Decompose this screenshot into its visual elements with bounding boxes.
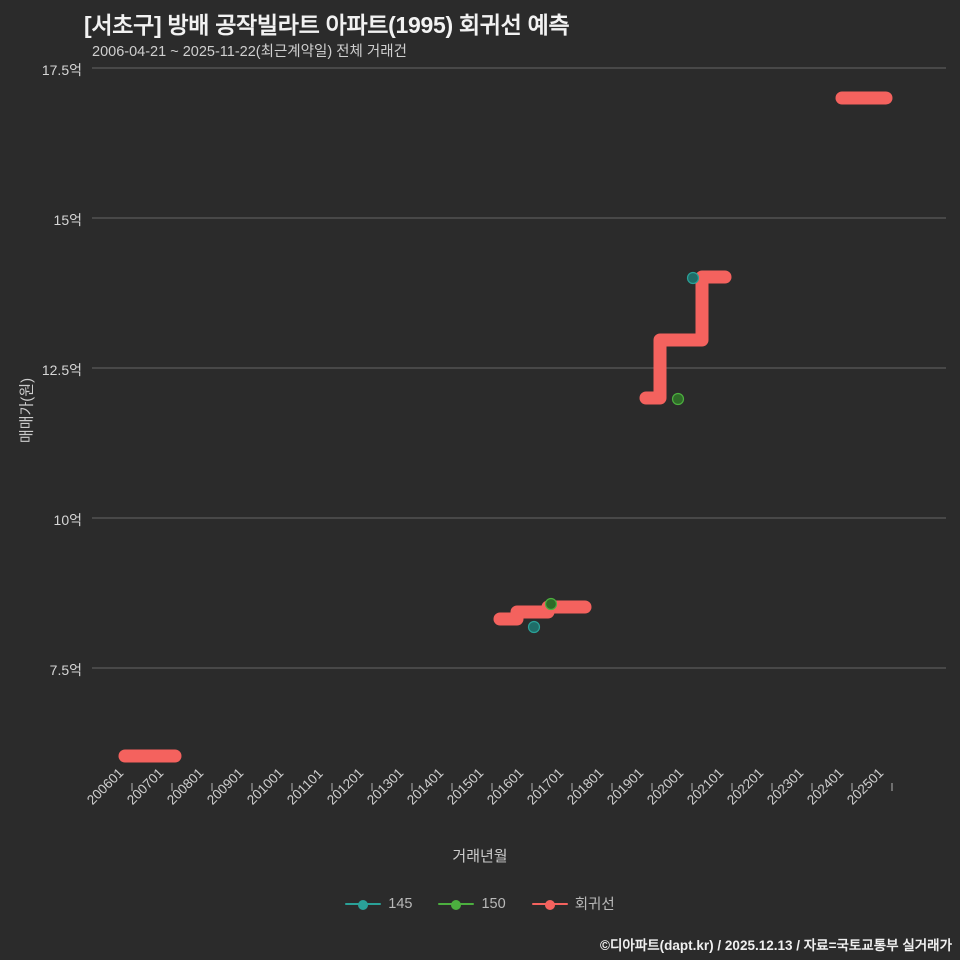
gridlines <box>92 67 946 669</box>
y-tick-label: 7.5억 <box>49 662 82 678</box>
footer-credit: ©디아파트(dapt.kr) / 2025.12.13 / 자료=국토교통부 실… <box>600 938 952 953</box>
x-axis-ticks <box>131 783 893 791</box>
series-145-points <box>527 271 700 634</box>
series-150-points <box>544 392 685 611</box>
legend-marker-icon <box>438 897 475 911</box>
regression-segment-2020 <box>639 270 732 405</box>
x-axis-title: 거래년월 <box>452 848 508 865</box>
point-150 <box>544 597 558 611</box>
page-title: [서초구] 방배 공작빌라트 아파트(1995) 회귀선 예측 <box>84 12 570 38</box>
y-tick-label: 15억 <box>53 212 82 228</box>
y-tick-label: 12.5억 <box>41 362 82 378</box>
y-axis-title: 매매가(원) <box>18 377 36 444</box>
legend-item-145[interactable]: 145 <box>345 896 412 912</box>
point-145 <box>527 620 541 634</box>
legend-marker-icon <box>531 897 568 911</box>
legend-label: 150 <box>481 895 506 912</box>
legend-label: 회귀선 <box>574 897 615 913</box>
chart-legend: 145 150 회귀선 <box>0 893 960 914</box>
y-tick-label: 17.5억 <box>41 62 82 78</box>
point-150 <box>671 392 685 406</box>
y-tick-label: 10억 <box>53 512 82 528</box>
legend-marker-icon <box>345 897 382 911</box>
page-subtitle: 2006-04-21 ~ 2025-11-22(최근계약일) 전체 거래건 <box>92 44 407 60</box>
legend-item-regression[interactable]: 회귀선 <box>531 893 615 914</box>
point-145 <box>686 271 700 285</box>
legend-label: 145 <box>388 895 413 912</box>
regression-segment-2016 <box>493 600 592 626</box>
legend-item-150[interactable]: 150 <box>438 895 506 912</box>
series-regression-line <box>118 91 893 763</box>
